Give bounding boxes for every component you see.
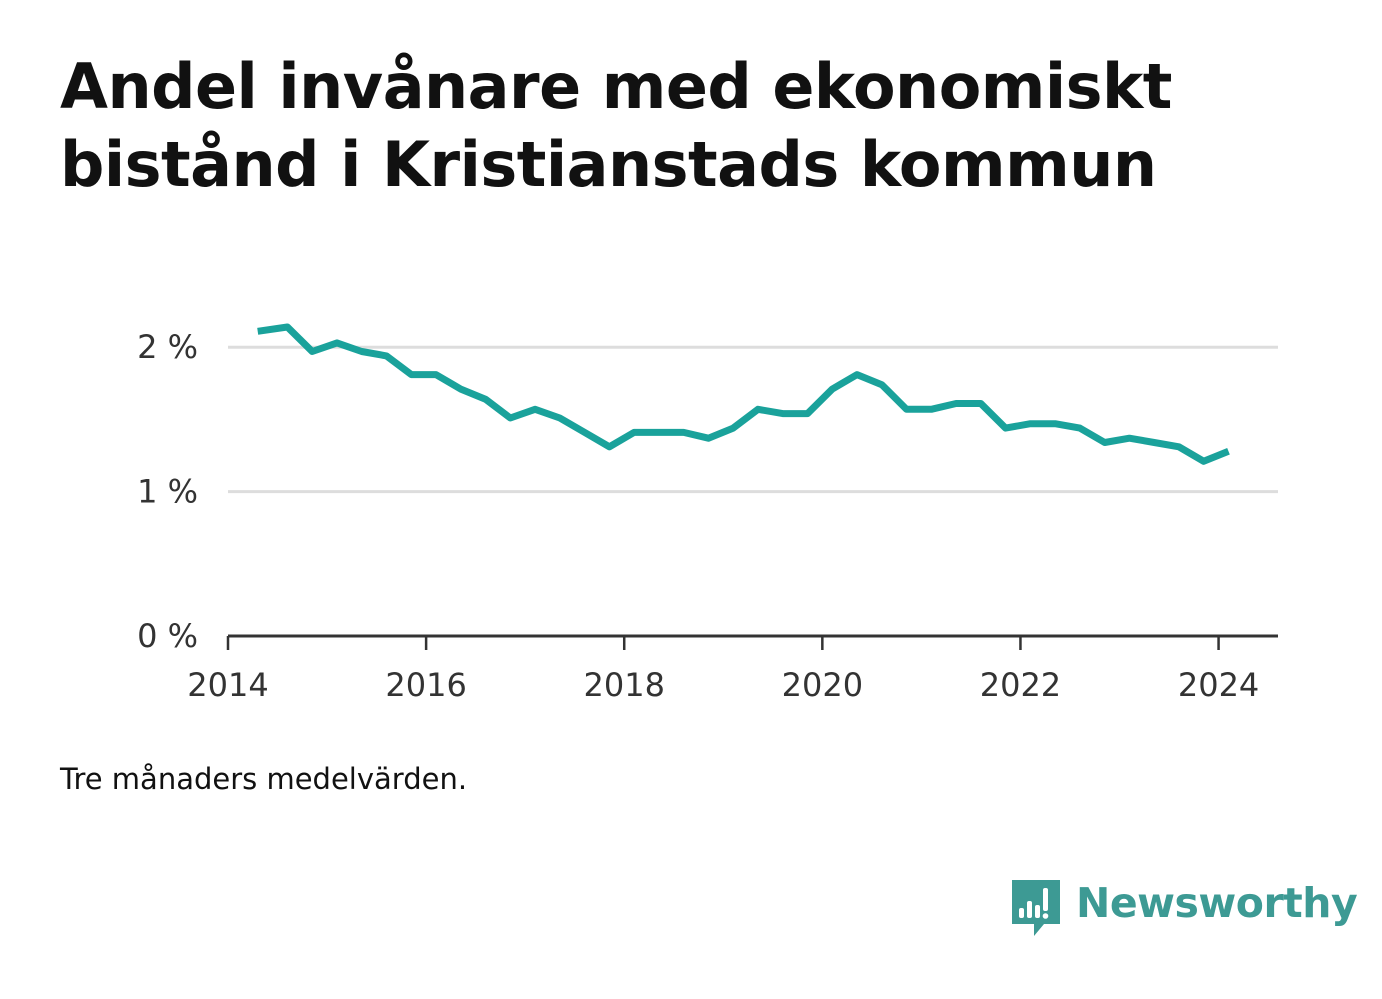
chart-title: Andel invånare med ekonomiskt bistånd i …	[60, 50, 1172, 201]
newsworthy-brand: Newsworthy	[1010, 878, 1358, 942]
newsworthy-logo-icon	[1012, 880, 1060, 936]
x-tick-label-5: 2024	[1178, 666, 1259, 704]
brand-name: Newsworthy	[1076, 879, 1358, 927]
series-layer	[257, 323, 1230, 465]
x-axis-tick-labels: 2014 2016 2018 2020 2022 2024	[187, 666, 1259, 704]
x-axis	[226, 634, 1278, 650]
x-tick-label-0: 2014	[187, 666, 268, 704]
y-tick-label-1: 1 %	[137, 473, 198, 511]
x-tick-label-3: 2020	[782, 666, 863, 704]
series-line-0	[257, 323, 1230, 465]
y-tick-label-0: 0 %	[137, 617, 198, 655]
y-axis-tick-labels: 0 % 1 % 2 %	[137, 328, 198, 655]
x-tick-label-1: 2016	[385, 666, 466, 704]
y-tick-label-2: 2 %	[137, 328, 198, 366]
grid-lines	[228, 345, 1278, 494]
x-tick-label-2: 2018	[584, 666, 665, 704]
chart-note: Tre månaders medelvärden.	[60, 762, 468, 796]
x-tick-label-4: 2022	[980, 666, 1061, 704]
